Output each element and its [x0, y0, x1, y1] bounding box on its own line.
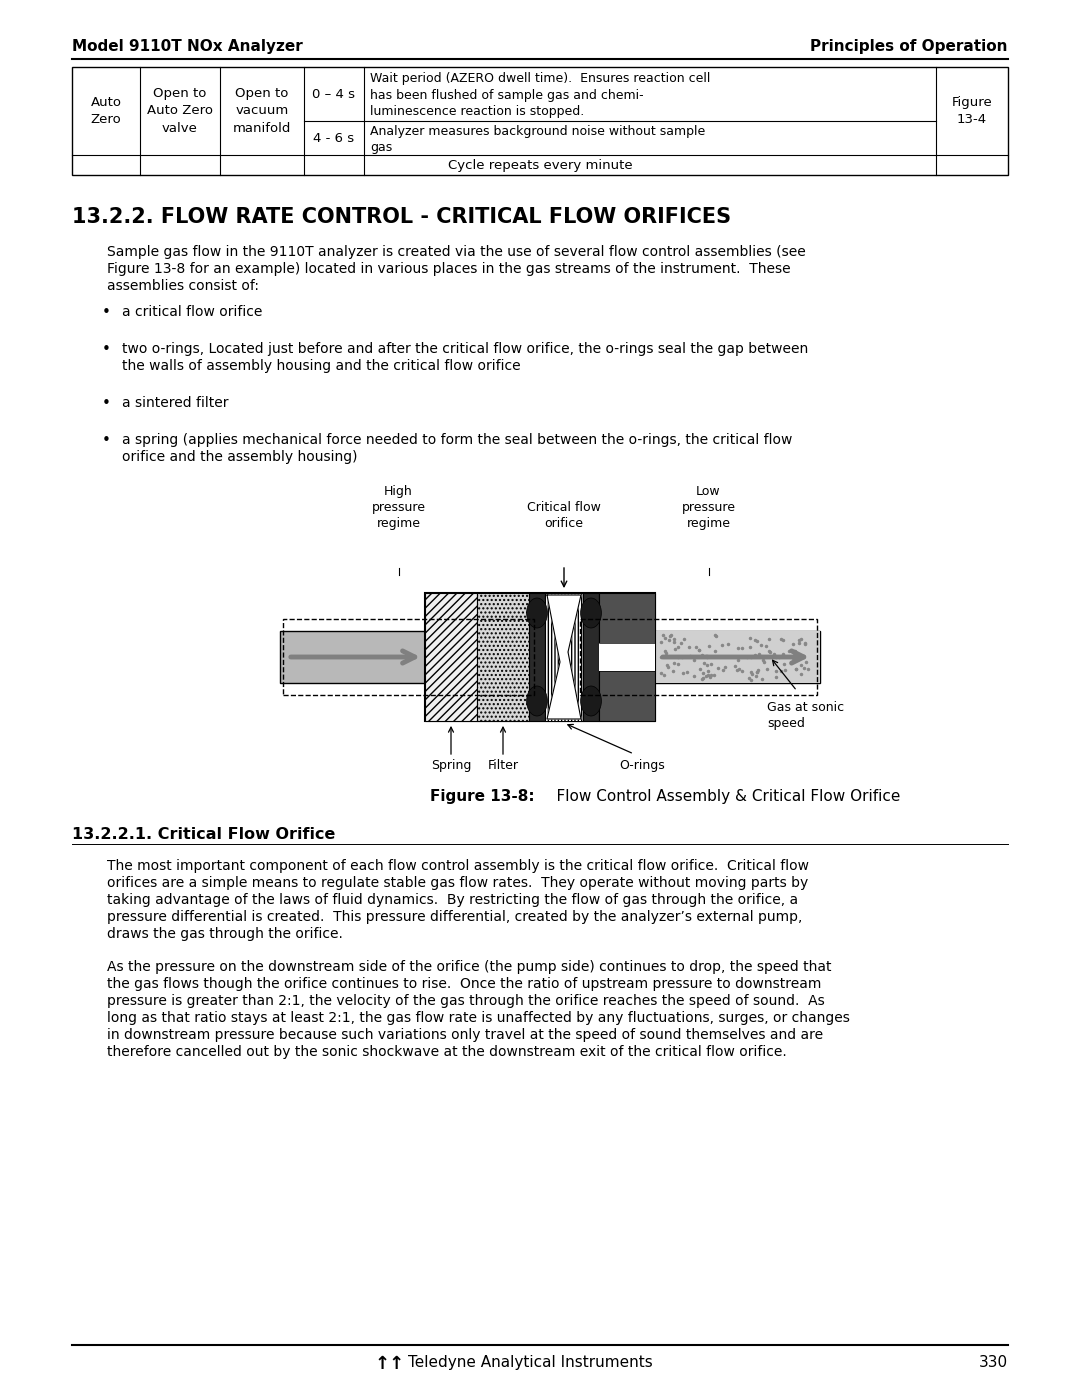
Text: draws the gas through the orifice.: draws the gas through the orifice.: [107, 928, 342, 942]
Text: orifice and the assembly housing): orifice and the assembly housing): [122, 450, 357, 464]
Text: As the pressure on the downstream side of the orifice (the pump side) continues : As the pressure on the downstream side o…: [107, 960, 832, 974]
Bar: [426, 592, 654, 721]
Ellipse shape: [581, 598, 602, 629]
Bar: [654, 631, 820, 683]
Bar: [599, 592, 654, 721]
Text: •: •: [102, 342, 111, 358]
Bar: [426, 592, 477, 721]
Text: 13.2.2.1. Critical Flow Orifice: 13.2.2.1. Critical Flow Orifice: [72, 827, 336, 842]
Text: Filter: Filter: [487, 759, 518, 773]
Text: a spring (applies mechanical force needed to form the seal between the o-rings, : a spring (applies mechanical force neede…: [122, 433, 793, 447]
Text: Open to
vacuum
manifold: Open to vacuum manifold: [233, 88, 292, 134]
Text: two o-rings, Located just before and after the critical flow orifice, the o-ring: two o-rings, Located just before and aft…: [122, 342, 808, 356]
Text: Analyzer measures background noise without sample
gas: Analyzer measures background noise witho…: [370, 124, 705, 155]
Text: The most important component of each flow control assembly is the critical flow : The most important component of each flo…: [107, 859, 809, 873]
Text: 330: 330: [978, 1355, 1008, 1370]
Text: Flow Control Assembly & Critical Flow Orifice: Flow Control Assembly & Critical Flow Or…: [537, 789, 901, 805]
Bar: [529, 592, 545, 721]
Text: 13.2.2. FLOW RATE CONTROL - CRITICAL FLOW ORIFICES: 13.2.2. FLOW RATE CONTROL - CRITICAL FLO…: [72, 207, 731, 226]
Text: Teledyne Analytical Instruments: Teledyne Analytical Instruments: [408, 1355, 652, 1370]
Bar: [583, 592, 599, 721]
Text: 0 – 4 s: 0 – 4 s: [312, 88, 355, 101]
Text: Low
pressure
regime: Low pressure regime: [681, 485, 735, 529]
Polygon shape: [546, 595, 581, 719]
Bar: [280, 631, 820, 683]
Text: the gas flows though the orifice continues to rise.  Once the ratio of upstream : the gas flows though the orifice continu…: [107, 977, 822, 990]
Text: a critical flow orifice: a critical flow orifice: [122, 305, 262, 319]
Bar: [283, 619, 534, 694]
Text: Figure 13-8:: Figure 13-8:: [430, 789, 535, 805]
Text: •: •: [102, 433, 111, 448]
Text: 4 - 6 s: 4 - 6 s: [313, 131, 354, 144]
Text: O-rings: O-rings: [619, 759, 665, 773]
Text: orifices are a simple means to regulate stable gas flow rates.  They operate wit: orifices are a simple means to regulate …: [107, 876, 808, 890]
Text: Sample gas flow in the 9110T analyzer is created via the use of several flow con: Sample gas flow in the 9110T analyzer is…: [107, 244, 806, 258]
Text: therefore cancelled out by the sonic shockwave at the downstream exit of the cri: therefore cancelled out by the sonic sho…: [107, 1045, 786, 1059]
Text: the walls of assembly housing and the critical flow orifice: the walls of assembly housing and the cr…: [122, 359, 521, 373]
Bar: [545, 592, 583, 721]
Text: assemblies consist of:: assemblies consist of:: [107, 279, 259, 293]
Text: Cycle repeats every minute: Cycle repeats every minute: [448, 158, 632, 172]
Bar: [599, 643, 654, 672]
Text: Open to
Auto Zero
valve: Open to Auto Zero valve: [147, 88, 213, 134]
Text: Gas at sonic
speed: Gas at sonic speed: [767, 701, 845, 731]
Text: long as that ratio stays at least 2:1, the gas flow rate is unaffected by any fl: long as that ratio stays at least 2:1, t…: [107, 1011, 850, 1025]
Text: Figure
13-4: Figure 13-4: [951, 96, 993, 126]
Text: taking advantage of the laws of fluid dynamics.  By restricting the flow of gas : taking advantage of the laws of fluid dy…: [107, 893, 798, 907]
Text: pressure differential is created.  This pressure differential, created by the an: pressure differential is created. This p…: [107, 909, 802, 923]
Text: Model 9110T NOx Analyzer: Model 9110T NOx Analyzer: [72, 39, 302, 54]
Ellipse shape: [527, 598, 548, 629]
Text: pressure is greater than 2:1, the velocity of the gas through the orifice reache: pressure is greater than 2:1, the veloci…: [107, 995, 825, 1009]
Text: a sintered filter: a sintered filter: [122, 395, 229, 409]
Text: •: •: [102, 395, 111, 411]
Text: Auto
Zero: Auto Zero: [91, 96, 121, 126]
Text: High
pressure
regime: High pressure regime: [372, 485, 426, 529]
Bar: [72, 67, 1008, 175]
Text: Principles of Operation: Principles of Operation: [810, 39, 1008, 54]
Bar: [477, 592, 529, 721]
Text: Wait period (AZERO dwell time).  Ensures reaction cell
has been flushed of sampl: Wait period (AZERO dwell time). Ensures …: [370, 73, 711, 117]
Bar: [580, 619, 816, 694]
Text: in downstream pressure because such variations only travel at the speed of sound: in downstream pressure because such vari…: [107, 1028, 823, 1042]
Text: Spring: Spring: [431, 759, 471, 773]
Text: Critical flow
orifice: Critical flow orifice: [527, 502, 600, 529]
Ellipse shape: [581, 686, 602, 717]
Text: •: •: [102, 305, 111, 320]
Text: ↑↑: ↑↑: [375, 1355, 405, 1373]
Ellipse shape: [527, 686, 548, 717]
Text: Figure 13-8 for an example) located in various places in the gas streams of the : Figure 13-8 for an example) located in v…: [107, 263, 791, 277]
